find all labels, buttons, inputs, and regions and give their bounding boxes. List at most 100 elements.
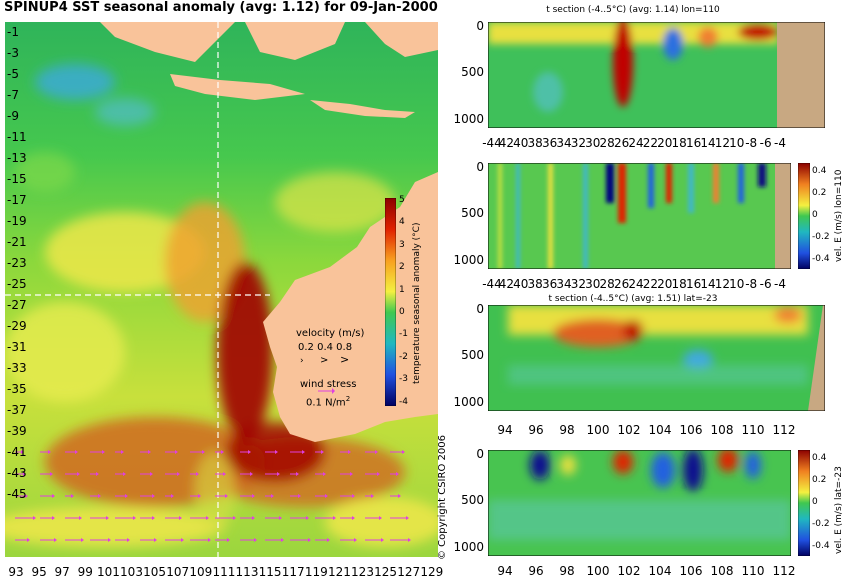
map-y-tick: -27	[7, 298, 27, 312]
map-x-tick: 127	[397, 565, 421, 579]
wind-arrow-head	[348, 450, 351, 454]
wind-arrow-head	[52, 494, 55, 498]
wind-arrow-head	[21, 450, 24, 454]
wind-arrow-head	[333, 516, 336, 520]
panel4-colorbar	[798, 450, 810, 556]
wind-arrow-head	[133, 516, 136, 520]
map-x-tick: 99	[77, 565, 93, 579]
panel2-x-tick: 24	[628, 277, 644, 291]
map-y-tick: -33	[7, 361, 27, 375]
wind-arrow-head	[252, 516, 255, 520]
panel3-y-tick: 500	[461, 348, 484, 362]
wind-arrow-head	[98, 494, 101, 498]
panel1-x-tick: 26	[613, 136, 630, 150]
panel4-colorbar-tick: -0.2	[812, 519, 830, 529]
wind-arrow-head	[377, 472, 380, 476]
land-java	[170, 74, 305, 100]
wind-arrow-head	[54, 538, 57, 542]
sst-map	[5, 22, 438, 557]
map-x-tick: 101	[96, 565, 120, 579]
wind-arrow-head	[150, 472, 153, 476]
panel4-colorbar-tick: 0	[812, 497, 818, 507]
main-title: SPINUP4 SST seasonal anomaly (avg: 1.12)…	[4, 0, 438, 15]
panel2-land	[775, 163, 791, 269]
panel2-colorbar-tick: 0.2	[812, 188, 827, 198]
panel1-x-tick: 40	[513, 136, 529, 150]
map-y-tick: -37	[7, 403, 27, 417]
panel4-plot	[488, 450, 791, 556]
panel3-x-tick: 94	[497, 423, 513, 437]
panel1-x-tick: -6	[759, 136, 772, 150]
panel2-colorbar-tick: 0	[812, 210, 818, 220]
panel2-x-tick: 28	[599, 277, 615, 291]
wind-arrow-head	[96, 472, 99, 476]
panel3-x-tick: 106	[679, 423, 703, 437]
wind-arrow-head	[308, 538, 311, 542]
map-colorbar-tick: 5	[399, 195, 405, 205]
wind-arrow-head	[202, 450, 205, 454]
copyright-text: © Copyright CSIRO 2006	[437, 435, 448, 560]
panel2-x-tick: -44	[482, 277, 502, 291]
map-colorbar-tick: -2	[399, 351, 408, 362]
wind-arrow-head	[252, 494, 255, 498]
map-y-tick: -31	[7, 340, 27, 354]
map-y-tick: -45	[7, 487, 27, 501]
wind-arrow-head	[221, 450, 224, 454]
wind-legend-unit-sup: 2	[345, 395, 351, 403]
wind-arrow-head	[277, 472, 280, 476]
map-y-tick: -13	[7, 151, 27, 165]
wind-arrow-head	[233, 516, 236, 520]
panel2-x-tick: 42	[498, 277, 515, 291]
panel1-x-tick: 36	[541, 136, 558, 150]
panel4-y-tick: 1000	[453, 540, 484, 554]
map-y-tick: -25	[7, 277, 27, 291]
panel1-x-tick: 18	[671, 136, 687, 150]
map-colorbar-tick: 3	[399, 239, 405, 250]
panel3-x-tick: 104	[648, 423, 672, 437]
map-colorbar-tick: 2	[399, 262, 405, 273]
map-y-tick: -43	[7, 466, 27, 480]
map-x-tick: 95	[31, 565, 47, 579]
panel2-y-tick: 1000	[453, 253, 484, 267]
map-y-tick: -5	[7, 67, 19, 81]
wind-arrow-head	[250, 472, 253, 476]
wind-arrow-head	[48, 450, 51, 454]
panel1-x-tick: 38	[527, 136, 543, 150]
wind-legend-arrow	[318, 388, 335, 394]
panel3-x-tick: 102	[617, 423, 641, 437]
panel2-x-tick: -6	[759, 277, 772, 291]
wind-arrow-head	[379, 516, 382, 520]
map-y-tick: -21	[7, 235, 27, 249]
wind-arrow-head	[352, 516, 355, 520]
wind-arrow-head	[327, 538, 330, 542]
panel4-x-tick: 110	[741, 564, 765, 578]
wind-arrow-head	[302, 450, 305, 454]
map-y-tick: -23	[7, 256, 27, 270]
wind-arrow-head	[75, 450, 78, 454]
wind-arrow-head	[321, 450, 324, 454]
panel2-y-tick: 0	[476, 160, 484, 174]
panel3-x-tick: 100	[586, 423, 610, 437]
panel3-land	[808, 305, 825, 411]
panel3-y-tick: 1000	[453, 395, 484, 409]
panel1-title: t section (-4..5°C) (avg: 1.14) lon=110	[546, 5, 720, 15]
map-x-tick: 129	[420, 565, 444, 579]
wind-arrow-head	[408, 538, 411, 542]
wind-arrow-head	[23, 472, 26, 476]
panel2-x-tick: 22	[642, 277, 659, 291]
wind-legend-label: wind stress	[300, 379, 357, 390]
wind-arrow-head	[406, 516, 409, 520]
panel2-x-tick: 16	[685, 277, 702, 291]
panel2-x-tick: 20	[657, 277, 673, 291]
panel1-x-tick: 24	[628, 136, 644, 150]
panel4-y-tick: 500	[461, 493, 484, 507]
map-colorbar-tick: 1	[399, 284, 405, 295]
panel4-colorbar-tick: 0.4	[812, 453, 827, 463]
map-colorbar-label: temperature seasonal anomaly (°C)	[412, 222, 422, 384]
wind-arrow-head	[354, 538, 357, 542]
panel2-plot	[488, 163, 791, 269]
map-x-tick: 113	[235, 565, 259, 579]
wind-arrow-head	[296, 472, 299, 476]
map-y-tick: -19	[7, 214, 27, 228]
panel2-colorbar-tick: -0.2	[812, 232, 830, 242]
